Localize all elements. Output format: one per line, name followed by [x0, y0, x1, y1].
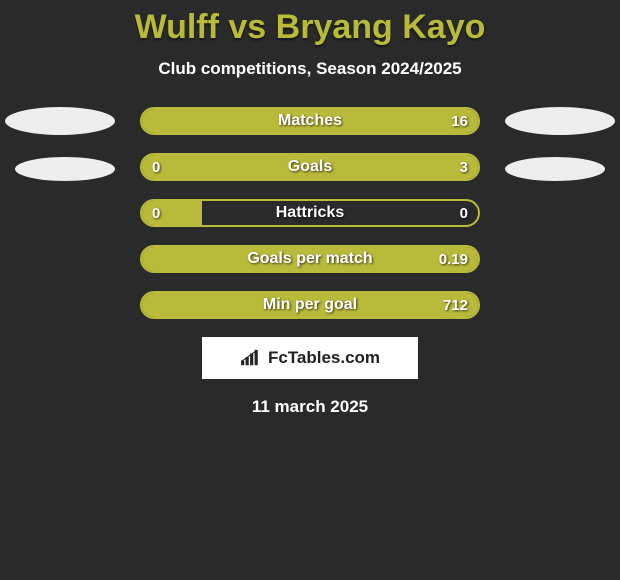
brand-badge: FcTables.com	[202, 337, 418, 379]
stat-label: Goals	[142, 155, 478, 179]
stat-label: Matches	[142, 109, 478, 133]
page-title: Wulff vs Bryang Kayo	[0, 8, 620, 47]
stats-section: 16Matches 03Goals 00Hattricks 0.19Goals per…	[0, 107, 620, 319]
stat-row: 16Matches	[140, 107, 480, 135]
stat-row: 03Goals	[140, 153, 480, 181]
stat-row: 0.19Goals per match	[140, 245, 480, 273]
stat-row: 00Hattricks	[140, 199, 480, 227]
stat-label: Goals per match	[142, 247, 478, 271]
stat-label: Min per goal	[142, 293, 478, 317]
brand-text: FcTables.com	[268, 348, 380, 368]
player-right-badge-placeholder	[505, 157, 605, 181]
player-right-photo-placeholder	[505, 107, 615, 135]
stat-row: 712Min per goal	[140, 291, 480, 319]
player-left-badge-placeholder	[15, 157, 115, 181]
player-left-photo-placeholder	[5, 107, 115, 135]
bar-chart-icon	[240, 349, 262, 367]
stat-label: Hattricks	[142, 201, 478, 225]
date-label: 11 march 2025	[0, 397, 620, 417]
comparison-card: Wulff vs Bryang Kayo Club competitions, …	[0, 0, 620, 417]
subtitle: Club competitions, Season 2024/2025	[0, 59, 620, 79]
